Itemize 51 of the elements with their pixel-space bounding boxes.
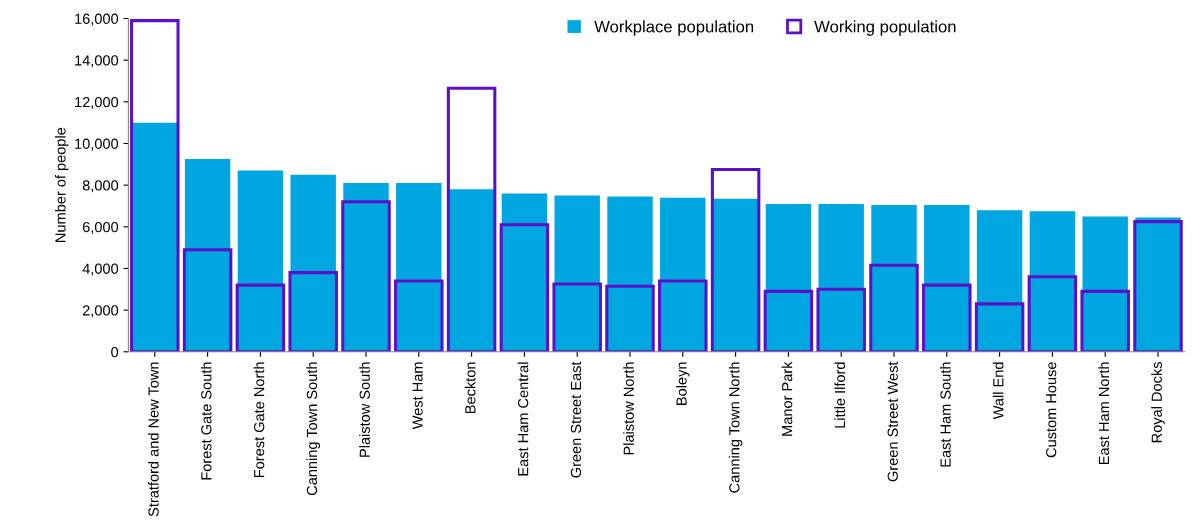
bar bbox=[871, 204, 917, 352]
x-tick-label: Canning Town South bbox=[306, 362, 320, 496]
x-tick-label: Plaistow North bbox=[623, 362, 634, 455]
x-tick-label: Little Ilford bbox=[834, 362, 846, 428]
x-tick-label: Wall End bbox=[992, 362, 1004, 420]
bar bbox=[818, 203, 864, 352]
x-tick-label: West Ham bbox=[412, 362, 423, 430]
y-tick-label: 6,000 bbox=[82, 221, 119, 234]
bar bbox=[660, 197, 706, 352]
bar bbox=[132, 122, 178, 352]
x-tick-label: Custom House bbox=[1045, 362, 1057, 458]
x-tick-label: Stratford and New Town bbox=[148, 362, 159, 517]
x-tick-label: Manor Park bbox=[781, 361, 793, 436]
x-tick-label: Green Street East bbox=[570, 361, 582, 478]
y-tick-label: 12,000 bbox=[75, 96, 119, 109]
x-tick-label: East Ham South bbox=[940, 362, 951, 467]
x-tick-label: Green Street West bbox=[887, 361, 898, 482]
y-tick-label: 8,000 bbox=[82, 180, 119, 193]
x-tick-label: Beckton bbox=[464, 362, 476, 413]
y-tick-label: 16,000 bbox=[75, 13, 119, 26]
bar bbox=[501, 193, 548, 352]
bar bbox=[765, 203, 812, 352]
bar bbox=[184, 159, 231, 352]
x-tick-label: Forest Gate North bbox=[253, 362, 265, 478]
x-tick-label: East Ham North bbox=[1098, 362, 1110, 465]
x-tick-label: East Ham Central bbox=[517, 362, 529, 476]
bar bbox=[1029, 211, 1076, 352]
bar bbox=[976, 210, 1023, 352]
bar bbox=[607, 196, 653, 352]
legend-label: Working population bbox=[814, 20, 956, 36]
bar bbox=[343, 183, 389, 352]
y-axis-title: Number of people bbox=[54, 127, 69, 242]
bar bbox=[290, 174, 336, 352]
y-tick-label: 4,000 bbox=[82, 263, 119, 276]
x-tick-label: Canning Town North bbox=[728, 362, 743, 493]
bar bbox=[1082, 216, 1128, 352]
legend-label: Workplace population bbox=[594, 20, 754, 36]
x-tick-label: Boleyn bbox=[676, 362, 690, 405]
x-tick-label: Royal Docks bbox=[1151, 362, 1165, 443]
y-tick-label: 14,000 bbox=[75, 55, 119, 68]
bar bbox=[448, 189, 495, 352]
bar bbox=[554, 195, 600, 352]
bar bbox=[712, 198, 759, 352]
bar bbox=[237, 170, 284, 352]
y-tick-label: 10,000 bbox=[75, 138, 119, 151]
x-tick-label: Plaistow South bbox=[359, 362, 370, 457]
bar bbox=[396, 183, 442, 352]
bar bbox=[924, 204, 970, 352]
x-tick-label: Forest Gate South bbox=[200, 362, 212, 480]
y-tick-label: 2,000 bbox=[82, 305, 119, 318]
y-tick-label: 0 bbox=[111, 346, 119, 358]
